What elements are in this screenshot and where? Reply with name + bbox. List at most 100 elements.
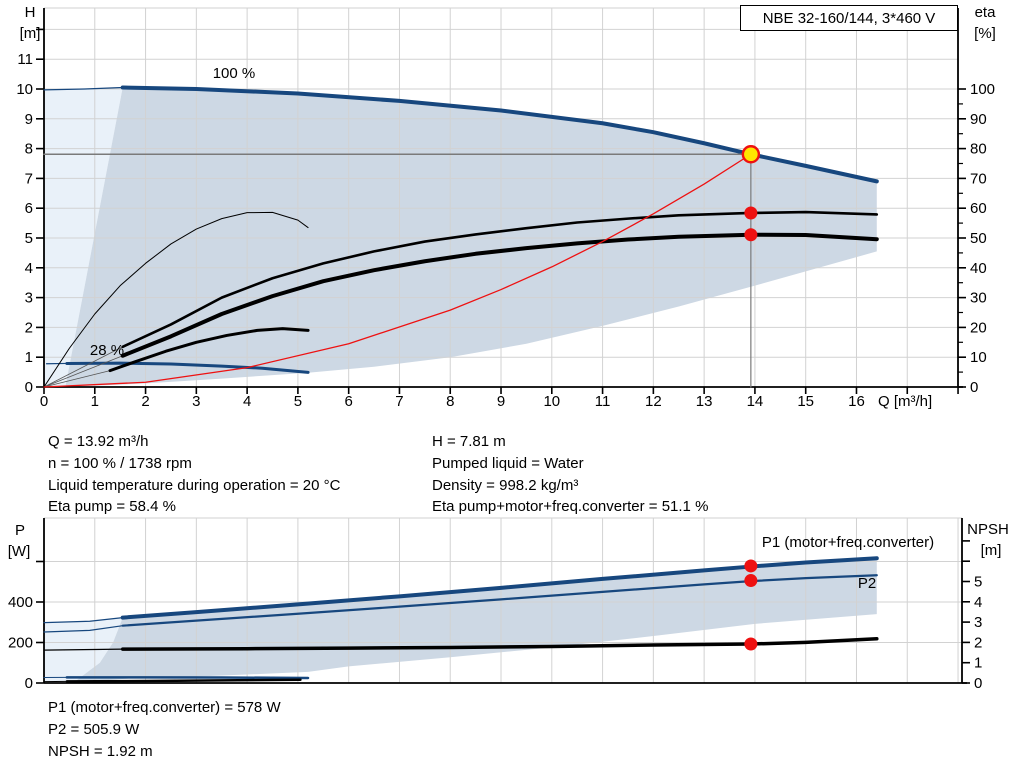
info-line: Q = 13.92 m³/h [48, 433, 149, 450]
x-tick-label: 13 [696, 393, 713, 410]
y-left-tick-label: 8 [25, 141, 33, 158]
curve-label: 100 % [213, 65, 256, 82]
speed-100-curve [120, 85, 879, 184]
y-right-tick-label: 10 [970, 349, 987, 366]
x-tick-label: 6 [345, 393, 353, 410]
y-left-tick-label: 5 [25, 230, 33, 247]
y-left-tick-label: 0 [25, 675, 33, 692]
speed-28-curve [65, 361, 310, 374]
info-line: Eta pump+motor+freq.converter = 51.1 % [432, 498, 709, 516]
y-right-tick-label: 30 [970, 290, 987, 307]
y-right-tick-label: 3 [974, 614, 982, 631]
info-line: P1 (motor+freq.converter) = 578 W [48, 699, 281, 716]
p1-curve [120, 556, 879, 620]
curve-label: 28 % [90, 342, 124, 359]
p2-point [744, 574, 758, 588]
operating-range [65, 87, 877, 387]
power-range [72, 558, 877, 683]
x-tick-label: 1 [91, 393, 99, 410]
duty-info-right: H = 7.81 m Pumped liquid = Water Density =… [432, 431, 708, 518]
info-line: Liquid temperature during operation = 20… [48, 476, 341, 494]
p2-28-curve [65, 678, 302, 683]
y-left-tick-label: 200 [8, 635, 33, 652]
p1-28-curve [65, 676, 310, 680]
y-left-tick-label: 11 [17, 51, 33, 68]
x-tick-label: 9 [497, 393, 505, 410]
info-line: n = 100 % / 1738 rpm [48, 454, 192, 472]
x-tick-label: 16 [848, 393, 865, 410]
x-tick-label: 15 [797, 393, 814, 410]
eta-pump-28-curve [43, 211, 309, 388]
y-left-axis-unit: [W] [8, 543, 31, 560]
y-right-tick-label: 60 [970, 200, 987, 217]
y-right-tick-label: 90 [970, 111, 987, 128]
speed-100-extension [43, 86, 124, 91]
y-right-tick-label: 40 [970, 260, 987, 277]
power-info: P1 (motor+freq.converter) = 578 W P2 = 50… [48, 697, 281, 762]
info-line: P2 = 505.9 W [48, 720, 140, 738]
eta-total-28-curve [108, 327, 310, 373]
y-right-tick-label: 50 [970, 230, 987, 247]
x-tick-label: 10 [543, 393, 560, 410]
npsh-curve [120, 636, 879, 651]
y-right-axis-title: eta [975, 4, 997, 21]
y-left-tick-label: 1 [25, 349, 33, 366]
x-tick-label: 7 [395, 393, 403, 410]
info-line: Pumped liquid = Water [432, 454, 584, 472]
y-left-tick-label: 0 [25, 379, 33, 396]
x-tick-label: 4 [243, 393, 251, 410]
x-tick-label: 2 [141, 393, 149, 410]
curve-label: P1 (motor+freq.converter) [762, 534, 934, 551]
y-left-tick-label: 10 [16, 81, 33, 98]
fan-line-2 [43, 355, 124, 388]
power-range-light [44, 617, 123, 683]
y-right-axis-title: NPSH [967, 521, 1009, 538]
eta-total-point [744, 228, 758, 242]
y-right-axis-unit: [%] [974, 25, 996, 42]
y-right-tick-label: 0 [974, 675, 982, 692]
x-tick-label: 11 [595, 393, 611, 410]
info-line: Eta pump = 58.4 % [48, 498, 176, 516]
x-tick-label: 12 [645, 393, 662, 410]
npsh-point [744, 637, 758, 651]
y-left-tick-label: 400 [8, 594, 33, 611]
y-left-axis-unit: [m] [20, 25, 41, 42]
duty-info-left: Q = 13.92 m³/h n = 100 % / 1738 rpm Liquid… [48, 431, 340, 518]
operating-range-light [44, 87, 123, 387]
x-tick-label: 8 [446, 393, 454, 410]
info-line: H = 7.81 m [432, 433, 506, 450]
p2-curve [121, 574, 878, 627]
y-right-tick-label: 4 [974, 594, 982, 611]
eta-pump-curve [121, 210, 879, 349]
y-left-axis-title: P [15, 522, 25, 539]
curve-label: P2 [858, 575, 876, 592]
y-right-tick-label: 2 [974, 634, 982, 651]
duty-point[interactable] [741, 145, 761, 164]
y-right-tick-label: 5 [974, 574, 982, 591]
x-tick-label: 3 [192, 393, 200, 410]
y-right-tick-label: 20 [970, 319, 987, 336]
y-right-tick-label: 70 [970, 170, 987, 187]
fan-line-3 [43, 370, 111, 388]
p1-point [744, 559, 758, 573]
y-right-tick-label: 80 [970, 141, 987, 158]
p2-extension [43, 625, 124, 633]
y-right-tick-label: 0 [970, 379, 978, 396]
x-tick-label: 14 [747, 393, 764, 410]
eta-total-curve [120, 232, 879, 358]
y-right-tick-label: 100 [970, 81, 995, 98]
power-npsh-chart[interactable] [36, 517, 970, 684]
y-left-axis-title: H [25, 4, 36, 21]
y-right-axis-unit: [m] [981, 542, 1002, 559]
p1-extension [43, 616, 124, 624]
y-left-tick-label: 6 [25, 200, 33, 217]
x-axis-title: Q [m³/h] [878, 393, 932, 410]
y-left-tick-label: 9 [25, 111, 33, 128]
info-line: NPSH = 1.92 m [48, 742, 153, 760]
y-left-tick-label: 3 [25, 290, 33, 307]
npsh-extension [43, 648, 124, 651]
hq-efficiency-chart[interactable] [36, 7, 966, 394]
y-left-tick-label: 7 [25, 170, 33, 187]
